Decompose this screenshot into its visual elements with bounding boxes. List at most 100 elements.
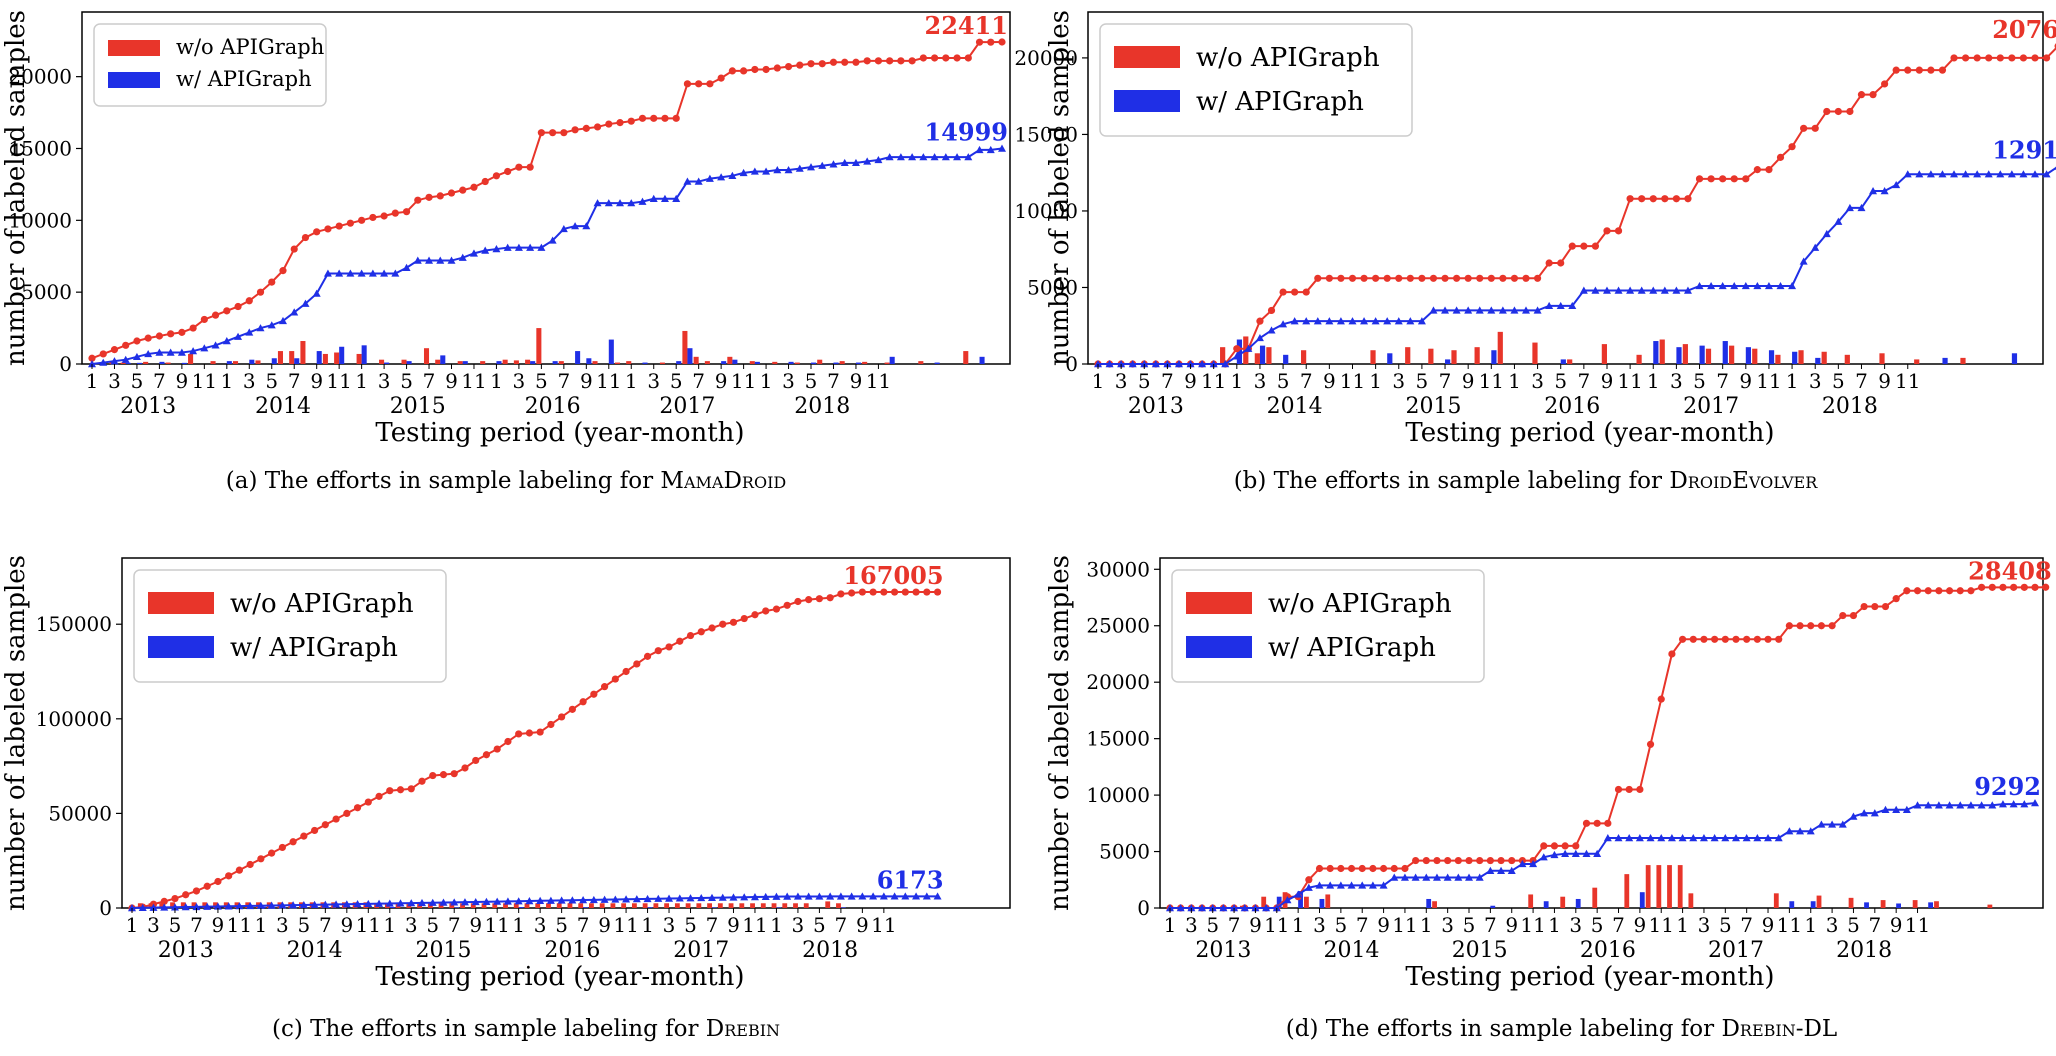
data-point <box>933 588 942 596</box>
x-tick-label: 7 <box>1740 913 1753 937</box>
data-point <box>1996 54 2004 62</box>
data-point <box>697 628 705 636</box>
data-point <box>863 157 872 165</box>
x-tick-label: 11 <box>1649 913 1674 937</box>
data-point <box>1984 170 1993 178</box>
data-point <box>643 652 652 660</box>
series-line-w-apigraph <box>91 147 1003 365</box>
data-point <box>1860 602 1868 611</box>
data-point <box>807 163 816 171</box>
data-point <box>874 155 883 164</box>
data-point <box>795 164 804 172</box>
data-point <box>1626 286 1635 294</box>
data-point <box>515 163 523 171</box>
x-tick-label: 3 <box>1115 369 1128 393</box>
data-point <box>1510 274 1519 282</box>
x-axis-title: Testing period (year-month) <box>375 418 744 448</box>
x-tick-label: 5 <box>670 369 683 393</box>
y-tick-label: 20000 <box>1014 46 1078 70</box>
data-point <box>447 256 456 264</box>
data-point <box>213 902 222 910</box>
x-tick-label: 11 <box>461 369 486 393</box>
bar-w-o-apigraph <box>793 903 798 908</box>
data-point <box>1838 820 1847 828</box>
bar-w-o-apigraph <box>546 903 551 908</box>
bar-w-apigraph <box>979 356 985 364</box>
data-point <box>1796 622 1804 630</box>
data-point <box>402 208 411 216</box>
data-point <box>1614 834 1623 842</box>
legend-swatch <box>1114 46 1180 68</box>
data-point <box>346 219 354 227</box>
x-tick-label: 3 <box>378 369 391 393</box>
data-point <box>482 751 491 759</box>
data-point <box>525 729 534 737</box>
bar-w-o-apigraph <box>739 903 745 908</box>
x-tick-label: 3 <box>1698 913 1711 937</box>
data-point <box>1796 827 1805 835</box>
data-point <box>784 166 793 174</box>
data-point <box>278 901 287 909</box>
data-point <box>1417 317 1426 325</box>
x-year-label: 2015 <box>1405 394 1461 419</box>
data-point <box>1348 317 1357 325</box>
data-point <box>908 153 917 161</box>
bar-w-o-apigraph <box>460 903 465 908</box>
data-point <box>493 745 501 753</box>
data-point <box>1719 175 1727 183</box>
data-point <box>1678 635 1687 643</box>
data-point <box>1667 834 1676 842</box>
bar-w-o-apigraph <box>1775 354 1781 364</box>
x-tick-label: 11 <box>1264 913 1289 937</box>
data-point <box>672 194 681 202</box>
x-tick-label: 9 <box>1505 913 1518 937</box>
data-point <box>493 897 502 905</box>
data-point <box>1892 66 1900 74</box>
data-point <box>1550 842 1559 850</box>
data-point <box>1304 883 1313 891</box>
x-tick-label: 11 <box>1392 913 1417 937</box>
bar-w-apigraph <box>1653 341 1659 364</box>
bar-w-apigraph <box>687 348 693 364</box>
data-point <box>1817 820 1826 828</box>
data-point <box>515 730 523 738</box>
data-point <box>1977 801 1986 809</box>
data-point <box>2031 170 2039 178</box>
data-point <box>1556 301 1565 310</box>
data-point <box>1881 805 1890 813</box>
plot-frame <box>121 557 1011 909</box>
data-point <box>1934 801 1943 809</box>
data-point <box>1233 345 1241 353</box>
data-point <box>88 360 96 368</box>
bar-w-apigraph <box>389 907 395 908</box>
x-year-label: 2013 <box>120 394 176 419</box>
x-tick-label: 3 <box>782 369 795 393</box>
bar-w-apigraph <box>811 362 817 364</box>
data-point <box>836 892 845 900</box>
data-point <box>1465 873 1474 881</box>
x-tick-label: 5 <box>1277 369 1290 393</box>
bar-w-o-apigraph <box>1645 865 1651 908</box>
x-tick-label: 7 <box>1228 913 1241 937</box>
bar-w-apigraph <box>316 351 322 364</box>
data-point <box>638 197 647 205</box>
data-point <box>144 334 152 342</box>
bar-w-apigraph <box>406 361 412 364</box>
data-point <box>815 595 824 603</box>
bar-w-apigraph <box>1815 357 1821 364</box>
x-tick-label: 1 <box>383 913 396 937</box>
x-tick-label: 7 <box>423 369 436 393</box>
data-point <box>706 80 714 88</box>
data-point <box>1187 904 1196 912</box>
data-point <box>246 901 255 910</box>
bar-w-apigraph <box>1283 354 1289 364</box>
data-point <box>1857 203 1866 212</box>
bar-w-o-apigraph <box>435 359 441 364</box>
x-tick-label: 5 <box>297 913 310 937</box>
data-point <box>1230 904 1239 912</box>
y-tick-label: 20000 <box>8 65 72 89</box>
data-point <box>1411 873 1420 881</box>
series-end-label: 167005 <box>843 561 943 590</box>
bar-w-apigraph <box>1543 901 1549 908</box>
data-point <box>1988 801 1997 809</box>
